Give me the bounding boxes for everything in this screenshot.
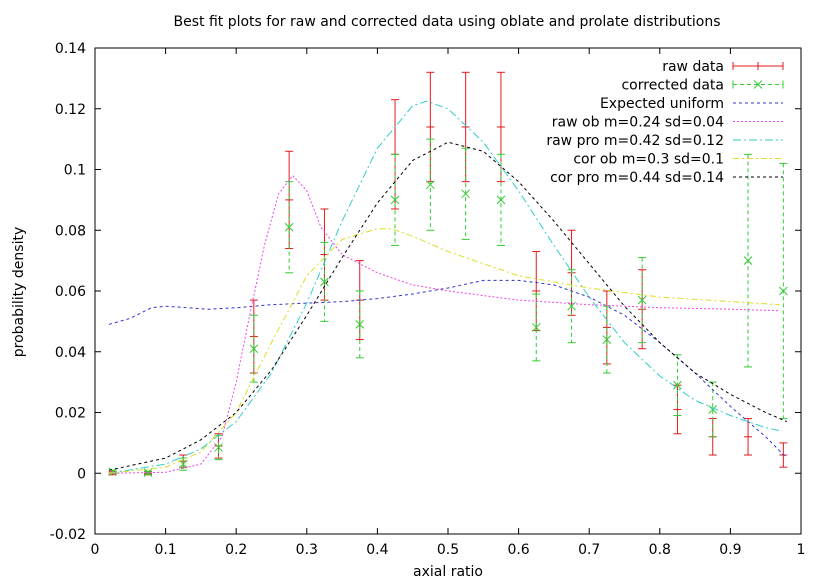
x-tick-label: 1 bbox=[797, 542, 806, 558]
raw-data-point bbox=[744, 418, 753, 456]
point-marker bbox=[284, 222, 294, 232]
point-marker bbox=[320, 277, 329, 287]
legend: raw data corrected data Expected uniform ra… bbox=[546, 59, 784, 186]
corrected-data-point bbox=[567, 269, 576, 344]
legend-label-expected-uniform: Expected uniform bbox=[600, 96, 724, 112]
legend-label-raw-ob-m-0-24-sd-0-04: raw ob m=0.24 sd=0.04 bbox=[552, 115, 724, 131]
y-tick-label: 0 bbox=[77, 466, 86, 482]
axis-ticks: 0 0.1 0.2 0.3 0.4 0.5 0.6 0.7 0.8 0.9 1 -0.02 0 0.02 0… bbox=[50, 41, 806, 558]
legend-label-corrected-data: corrected data bbox=[621, 78, 724, 94]
legend-marker bbox=[753, 80, 763, 89]
corrected-data-point bbox=[390, 153, 400, 246]
point-marker bbox=[743, 256, 753, 265]
corrected-data-point bbox=[320, 241, 329, 322]
y-tick-label: 0.06 bbox=[55, 284, 86, 300]
corrected-data-point bbox=[143, 468, 153, 477]
corrected-data-point bbox=[743, 153, 753, 368]
point-marker bbox=[673, 380, 682, 390]
legend-label-cor-pro-m-0-44-sd-0-14: cor pro m=0.44 sd=0.14 bbox=[550, 170, 724, 186]
x-tick-label: 0 bbox=[91, 542, 100, 558]
corrected-data-point bbox=[602, 305, 612, 374]
point-marker bbox=[390, 195, 400, 205]
point-marker bbox=[531, 323, 541, 332]
point-marker bbox=[249, 344, 259, 354]
y-tick-label: 0.08 bbox=[55, 223, 86, 239]
legend-label-raw-data: raw data bbox=[662, 59, 724, 75]
corrected-data-point bbox=[284, 181, 294, 274]
corrected-data-point bbox=[496, 153, 506, 246]
point-marker bbox=[778, 286, 788, 296]
legend-label-cor-ob-m-0-3-sd-0-1: cor ob m=0.3 sd=0.1 bbox=[573, 152, 724, 168]
raw-pro-m-0-42-sd-0-12-line bbox=[109, 100, 780, 474]
y-tick-label: 0.12 bbox=[55, 102, 86, 118]
y-tick-label: 0.14 bbox=[55, 41, 86, 57]
y-axis-label: probability density bbox=[11, 227, 27, 357]
point-marker bbox=[496, 195, 506, 205]
x-tick-label: 0.9 bbox=[719, 542, 741, 558]
x-tick-label: 0.5 bbox=[437, 542, 459, 558]
y-tick-label: -0.02 bbox=[50, 527, 86, 543]
x-axis-label: axial ratio bbox=[413, 564, 483, 580]
corrected-data-point bbox=[355, 290, 365, 359]
x-tick-label: 0.8 bbox=[649, 542, 671, 558]
y-tick-label: 0.04 bbox=[55, 345, 86, 361]
point-marker bbox=[143, 468, 153, 477]
point-marker bbox=[355, 320, 365, 329]
raw-ob-m-0-24-sd-0-04-line bbox=[109, 174, 780, 474]
x-tick-label: 0.6 bbox=[507, 542, 529, 558]
corrected-data-point bbox=[531, 293, 541, 362]
point-marker bbox=[602, 335, 612, 344]
corrected-data-point bbox=[637, 257, 647, 344]
x-tick-label: 0.3 bbox=[296, 542, 318, 558]
point-marker bbox=[708, 405, 718, 414]
point-marker bbox=[178, 459, 188, 469]
corrected-data-point bbox=[461, 147, 471, 240]
x-tick-label: 0.7 bbox=[578, 542, 600, 558]
corrected-data-point bbox=[249, 314, 259, 383]
corrected-data-point bbox=[778, 162, 788, 420]
corrected-data-point bbox=[425, 138, 435, 231]
corrected-data-point bbox=[708, 381, 718, 438]
raw-data-point bbox=[426, 71, 435, 183]
y-tick-label: 0.1 bbox=[64, 163, 86, 179]
cor-ob-m-0-3-sd-0-1-line bbox=[109, 228, 780, 474]
x-tick-label: 0.1 bbox=[154, 542, 176, 558]
x-tick-label: 0.2 bbox=[225, 542, 247, 558]
cor-pro-m-0-44-sd-0-14-line bbox=[108, 141, 788, 471]
x-tick-label: 0.4 bbox=[366, 542, 388, 558]
plot-area bbox=[108, 71, 788, 477]
y-tick-label: 0.02 bbox=[55, 406, 86, 422]
legend-label-raw-pro-m-0-42-sd-0-12: raw pro m=0.42 sd=0.12 bbox=[546, 133, 724, 149]
corrected-data-point bbox=[673, 354, 682, 417]
expected-uniform-line bbox=[108, 279, 788, 459]
chart-title: Best fit plots for raw and corrected dat… bbox=[174, 14, 721, 30]
point-marker bbox=[637, 295, 647, 305]
point-marker bbox=[425, 180, 435, 190]
point-marker bbox=[461, 189, 471, 199]
